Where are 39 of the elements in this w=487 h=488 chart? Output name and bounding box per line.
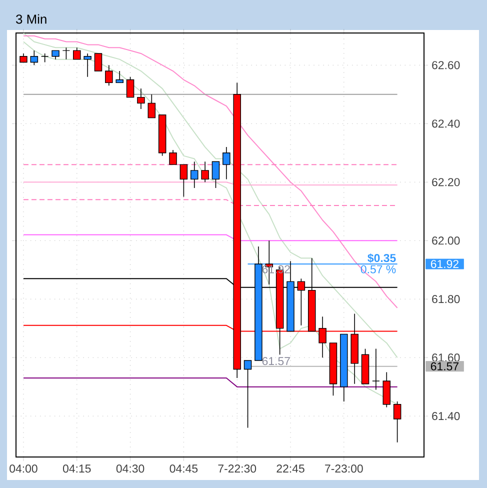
candlestick bbox=[137, 88, 145, 110]
x-tick-label: 04:00 bbox=[10, 464, 38, 473]
candlestick bbox=[30, 50, 38, 66]
x-tick-label: 04:45 bbox=[170, 464, 198, 473]
y-tick-label: 61.40 bbox=[432, 412, 460, 420]
y-tick-label: 62.60 bbox=[432, 61, 460, 70]
y-tick-label: 62.40 bbox=[432, 120, 460, 128]
candlestick bbox=[393, 401, 402, 443]
x-tick-label: 04:15 bbox=[63, 464, 91, 473]
y-tick-label: 62.00 bbox=[432, 236, 460, 245]
candlestick bbox=[180, 164, 188, 198]
y-tick-label: 62.20 bbox=[432, 178, 460, 186]
candlestick bbox=[190, 161, 198, 188]
candlestick bbox=[62, 47, 70, 60]
candlestick bbox=[148, 94, 156, 118]
candlestick bbox=[116, 70, 124, 84]
text: 61.57 bbox=[430, 362, 458, 370]
annotation: $0.35 bbox=[368, 253, 396, 263]
x-tick-label: 7-22:30 bbox=[218, 464, 256, 473]
candlestick bbox=[94, 53, 102, 72]
x-tick-label: 04:30 bbox=[116, 464, 144, 473]
annotation: 61.57 bbox=[262, 357, 290, 366]
x-tick-label: 22:45 bbox=[276, 464, 304, 473]
candlestick bbox=[126, 76, 134, 98]
candlestick bbox=[222, 146, 230, 180]
chart-title: 3 Min bbox=[16, 14, 46, 24]
text: 61.92 bbox=[430, 260, 458, 268]
candlestick bbox=[84, 53, 92, 78]
x-tick-label: 7-23:00 bbox=[325, 464, 363, 473]
y-tick-label: 61.60 bbox=[432, 354, 460, 362]
candlestick bbox=[73, 47, 81, 60]
candlestick bbox=[105, 64, 113, 86]
candlestick bbox=[244, 360, 252, 428]
candlestick bbox=[382, 372, 390, 408]
candlestick bbox=[372, 348, 380, 390]
candlestick bbox=[201, 161, 209, 183]
y-tick-label: 61.80 bbox=[432, 295, 460, 304]
candlestick bbox=[169, 150, 177, 165]
candlestick bbox=[212, 161, 220, 188]
